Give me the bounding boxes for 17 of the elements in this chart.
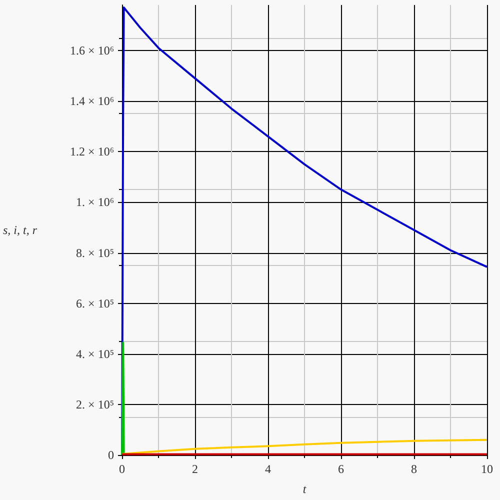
y-tick-label: 6. × 10⁵ bbox=[76, 296, 114, 310]
x-tick-label: 10 bbox=[481, 462, 493, 476]
x-tick-label: 2 bbox=[192, 462, 198, 476]
y-tick-label: 1.4 × 10⁶ bbox=[70, 94, 114, 108]
y-tick-label: 1.2 × 10⁶ bbox=[70, 144, 114, 159]
y-tick-label: 0 bbox=[108, 448, 114, 462]
y-tick-label: 2. × 10⁵ bbox=[76, 397, 114, 412]
x-tick-label: 0 bbox=[119, 462, 126, 476]
x-tick-label: 8 bbox=[411, 462, 417, 476]
y-tick-label: 8. × 10⁵ bbox=[76, 246, 114, 260]
x-tick-label: 4 bbox=[265, 462, 272, 476]
y-axis-title: s, i, t, r bbox=[2, 223, 38, 237]
x-tick-label: 6 bbox=[338, 462, 344, 476]
x-axis-title: t bbox=[302, 482, 307, 496]
y-tick-label: 1.6 × 10⁶ bbox=[70, 44, 114, 58]
y-tick-label: 4. × 10⁵ bbox=[76, 346, 114, 361]
y-tick-label: 1. × 10⁶ bbox=[76, 195, 114, 210]
